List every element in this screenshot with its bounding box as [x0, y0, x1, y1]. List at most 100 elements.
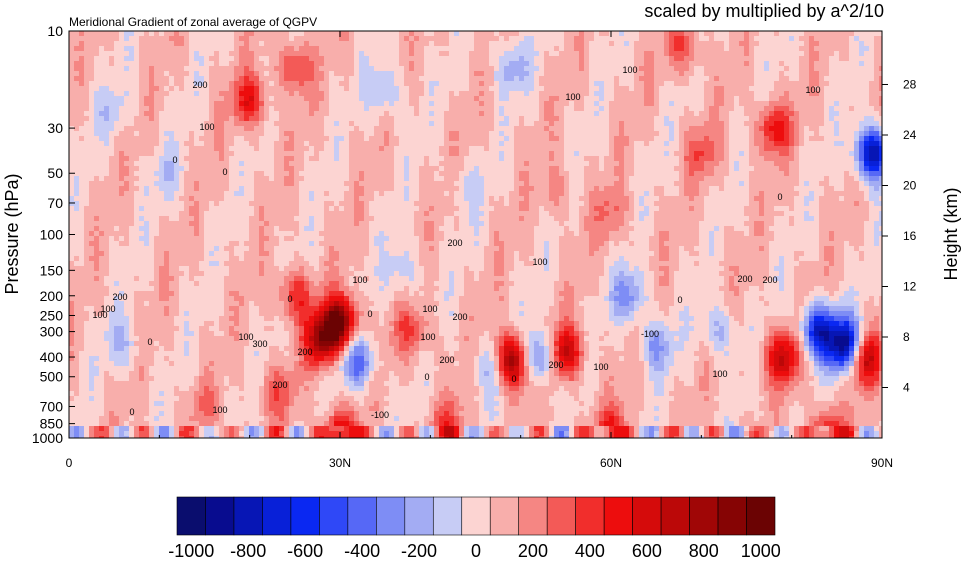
field-cell: [184, 106, 190, 112]
field-cell: [334, 46, 340, 52]
field-cell: [479, 96, 485, 102]
field-cell: [124, 176, 130, 182]
field-cell: [504, 96, 510, 102]
field-cell: [174, 116, 180, 122]
field-cell: [879, 41, 882, 47]
field-cell: [634, 66, 640, 72]
field-cell: [304, 141, 310, 147]
field-cell: [149, 71, 155, 77]
field-cell: [814, 171, 820, 177]
field-cell: [469, 181, 475, 187]
field-cell: [274, 91, 280, 97]
field-cell: [499, 171, 505, 177]
field-cell: [314, 31, 320, 37]
field-cell: [454, 166, 460, 172]
field-cell: [129, 161, 135, 167]
field-cell: [804, 36, 810, 42]
field-cell: [269, 111, 275, 117]
field-cell: [254, 31, 260, 37]
field-cell: [309, 116, 315, 122]
field-cell: [164, 166, 170, 172]
field-cell: [449, 36, 455, 42]
field-cell: [809, 76, 815, 82]
field-cell: [464, 151, 470, 157]
field-cell: [509, 121, 515, 127]
field-cell: [679, 46, 685, 52]
field-cell: [459, 126, 465, 132]
field-cell: [309, 136, 315, 142]
field-cell: [859, 51, 865, 57]
field-cell: [589, 146, 595, 152]
field-cell: [729, 81, 735, 87]
field-cell: [404, 106, 410, 112]
field-cell: [604, 96, 610, 102]
field-cell: [744, 126, 750, 132]
field-cell: [349, 171, 355, 177]
field-cell: [329, 46, 335, 52]
field-cell: [429, 96, 435, 102]
field-cell: [729, 141, 735, 147]
field-cell: [869, 91, 875, 97]
field-cell: [804, 156, 810, 162]
field-cell: [299, 61, 305, 67]
field-cell: [249, 146, 255, 152]
field-cell: [459, 76, 465, 82]
field-cell: [544, 176, 550, 182]
field-cell: [869, 106, 875, 112]
field-cell: [389, 101, 395, 107]
field-cell: [374, 51, 380, 57]
field-cell: [729, 51, 735, 57]
field-cell: [399, 101, 405, 107]
field-cell: [629, 36, 635, 42]
field-cell: [589, 181, 595, 187]
field-cell: [239, 141, 245, 147]
field-cell: [584, 181, 590, 187]
field-cell: [134, 76, 140, 82]
field-cell: [864, 36, 870, 42]
field-cell: [554, 51, 560, 57]
field-cell: [469, 176, 475, 182]
field-cell: [154, 156, 160, 162]
field-cell: [99, 121, 105, 127]
field-cell: [489, 101, 495, 107]
field-cell: [704, 31, 710, 37]
field-cell: [509, 141, 515, 147]
field-cell: [499, 151, 505, 157]
field-cell: [194, 121, 200, 127]
field-cell: [199, 31, 205, 37]
field-cell: [819, 121, 825, 127]
field-cell: [789, 146, 795, 152]
field-cell: [664, 41, 670, 47]
field-cell: [739, 36, 745, 42]
field-cell: [539, 66, 545, 72]
field-cell: [249, 156, 255, 162]
field-cell: [419, 56, 425, 62]
field-cell: [464, 161, 470, 167]
field-cell: [534, 81, 540, 87]
field-cell: [94, 131, 100, 137]
field-cell: [69, 146, 75, 152]
field-cell: [464, 86, 470, 92]
field-cell: [799, 136, 805, 142]
field-cell: [289, 51, 295, 57]
field-cell: [784, 121, 790, 127]
field-cell: [584, 176, 590, 182]
field-cell: [109, 171, 115, 177]
field-cell: [164, 146, 170, 152]
field-cell: [484, 131, 490, 137]
field-cell: [614, 116, 620, 122]
field-cell: [489, 46, 495, 52]
field-cell: [424, 131, 430, 137]
field-cell: [864, 131, 870, 137]
field-cell: [479, 41, 485, 47]
field-cell: [214, 31, 220, 37]
field-cell: [859, 66, 865, 72]
field-cell: [614, 131, 620, 137]
field-cell: [879, 76, 882, 82]
field-cell: [109, 116, 115, 122]
field-cell: [499, 46, 505, 52]
field-cell: [429, 161, 435, 167]
field-cell: [734, 41, 740, 47]
field-cell: [324, 181, 330, 187]
field-cell: [174, 146, 180, 152]
